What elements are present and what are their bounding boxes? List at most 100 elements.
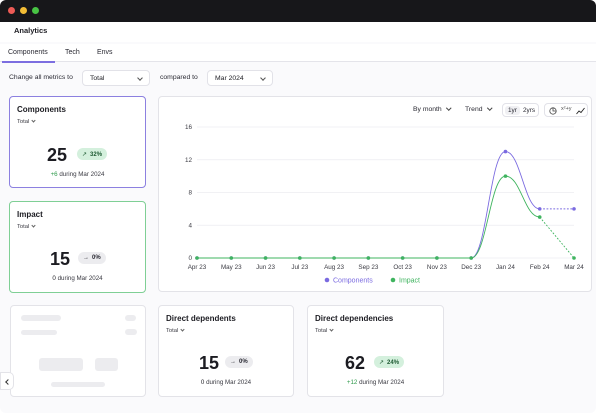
x-tick-label: Sep 23	[358, 264, 378, 271]
data-point-impact	[195, 256, 199, 260]
line-chart-icon[interactable]	[576, 107, 585, 115]
chevron-down-icon	[180, 327, 185, 332]
data-point-impact	[298, 256, 302, 260]
skeleton-block	[39, 358, 83, 371]
loading-placeholder-card	[10, 305, 146, 397]
group-by-select[interactable]: By month	[413, 104, 451, 113]
arrow-right-icon: →	[230, 359, 236, 365]
change-badge-value: 32%	[90, 152, 103, 158]
skeleton-block	[95, 358, 118, 371]
chevron-left-icon	[5, 379, 11, 385]
metric-caption: +6 during Mar 2024	[10, 171, 145, 178]
chevron-down-icon	[329, 327, 334, 332]
trend-line-chart: 0 4 8 12 16 Apr 23 May 23 Jun 23 Jul 23 Aug 23 Sep…	[185, 124, 584, 285]
change-metrics-label: Change all metrics to	[9, 74, 73, 81]
card-aggregation-select[interactable]: Total	[315, 327, 334, 334]
y-tick-label: 4	[188, 222, 192, 229]
x-tick-label: May 23	[221, 264, 242, 271]
direct-dependents-card[interactable]: Direct dependents Total 15 → 0% 0 during …	[158, 305, 294, 397]
window-titlebar	[0, 0, 596, 22]
metric-caption: +12 during Mar 2024	[308, 379, 443, 386]
x-tick-label: Jul 23	[291, 264, 308, 271]
x-tick-label: Jun 23	[256, 264, 275, 271]
pie-chart-icon[interactable]	[549, 107, 557, 115]
data-point-components	[572, 207, 576, 211]
data-point-impact	[469, 256, 473, 260]
tab-envs[interactable]: Envs	[97, 49, 113, 56]
y-tick-label: 16	[185, 124, 193, 131]
x-tick-label: Mar 24	[564, 264, 584, 271]
range-1yr-button[interactable]: 1yr	[505, 106, 520, 115]
period-select[interactable]: Mar 2024	[207, 70, 273, 86]
series-line-components	[197, 151, 540, 259]
change-badge-value: 0%	[92, 255, 101, 261]
collapse-sidebar-button[interactable]	[0, 372, 14, 390]
skeleton-line	[21, 330, 57, 335]
card-title: Direct dependents	[166, 314, 236, 323]
metric-delta: +6	[50, 171, 58, 178]
metric-caption-text: during Mar 2024	[57, 275, 103, 282]
tab-tech[interactable]: Tech	[65, 49, 80, 56]
compared-to-label: compared to	[160, 74, 198, 81]
change-badge: → 0%	[225, 356, 253, 368]
x-tick-label: Nov 23	[427, 264, 447, 271]
card-aggregation-value: Total	[17, 224, 30, 230]
metric-select-value: Total	[90, 75, 105, 82]
metric-select[interactable]: Total	[82, 70, 150, 86]
range-toggle: 1yr 2yrs	[502, 103, 539, 117]
data-point-impact	[503, 174, 508, 178]
card-aggregation-value: Total	[166, 328, 179, 334]
period-select-value: Mar 2024	[215, 75, 244, 82]
change-badge-value: 24%	[387, 360, 400, 366]
maximize-window-button[interactable]	[32, 7, 39, 14]
y-tick-label: 8	[188, 190, 192, 197]
data-point-components	[503, 149, 508, 154]
change-badge-value: 0%	[239, 359, 248, 365]
mode-value: Trend	[465, 106, 483, 113]
arrow-up-right-icon: ↗	[379, 360, 385, 366]
card-title: Direct dependencies	[315, 314, 394, 323]
card-aggregation-select[interactable]: Total	[17, 118, 36, 125]
group-by-value: By month	[413, 106, 442, 113]
change-badge: ↗ 24%	[374, 356, 405, 368]
metric-caption: 0 during Mar 2024	[10, 275, 145, 282]
formula-icon[interactable]: x²+y	[561, 106, 572, 112]
chevron-down-icon	[31, 118, 36, 123]
chevron-down-icon	[137, 75, 143, 81]
filter-bar: Change all metrics to Total compared to …	[0, 62, 596, 92]
metric-value: 62	[345, 353, 366, 373]
skeleton-line	[51, 382, 105, 387]
arrow-up-right-icon: ↗	[82, 152, 88, 158]
page-title: Analytics	[14, 26, 48, 35]
x-tick-label: Aug 23	[324, 264, 344, 271]
components-metric-card[interactable]: Components Total 25 ↗ 32% +6 during Mar 2…	[9, 96, 146, 188]
metric-caption-text: during Mar 2024	[206, 379, 252, 386]
x-tick-label: Feb 24	[530, 264, 550, 271]
data-point-components	[537, 207, 542, 211]
data-point-impact	[332, 256, 336, 260]
app-header: Analytics	[0, 22, 596, 42]
legend-swatch	[390, 277, 396, 283]
data-point-impact	[229, 256, 234, 260]
range-2yrs-button[interactable]: 2yrs	[523, 107, 536, 114]
x-tick-label: Jan 24	[496, 264, 515, 271]
metric-value: 15	[50, 249, 71, 269]
card-aggregation-value: Total	[315, 328, 328, 334]
tab-components[interactable]: Components	[2, 49, 55, 63]
direct-dependencies-card[interactable]: Direct dependencies Total 62 ↗ 24% +12 du…	[307, 305, 444, 397]
arrow-right-icon: →	[83, 255, 89, 261]
impact-metric-card[interactable]: Impact Total 15 → 0% 0 during Mar 2024	[9, 201, 146, 293]
metric-delta: +12	[346, 379, 358, 386]
mode-select[interactable]: Trend	[465, 104, 492, 113]
card-aggregation-select[interactable]: Total	[166, 327, 185, 334]
chart-type-toggle: x²+y	[544, 103, 588, 117]
minimize-window-button[interactable]	[20, 7, 27, 14]
card-aggregation-select[interactable]: Total	[17, 223, 36, 230]
y-tick-label: 0	[188, 255, 192, 262]
metric-caption: 0 during Mar 2024	[159, 379, 293, 386]
legend-label: Impact	[399, 278, 420, 285]
skeleton-line	[21, 315, 61, 321]
trend-chart-card: By month Trend 1yr 2yrs x²+y 0 4 8 12 16 Apr …	[158, 96, 592, 292]
close-window-button[interactable]	[8, 7, 15, 14]
change-badge: ↗ 32%	[77, 148, 108, 160]
